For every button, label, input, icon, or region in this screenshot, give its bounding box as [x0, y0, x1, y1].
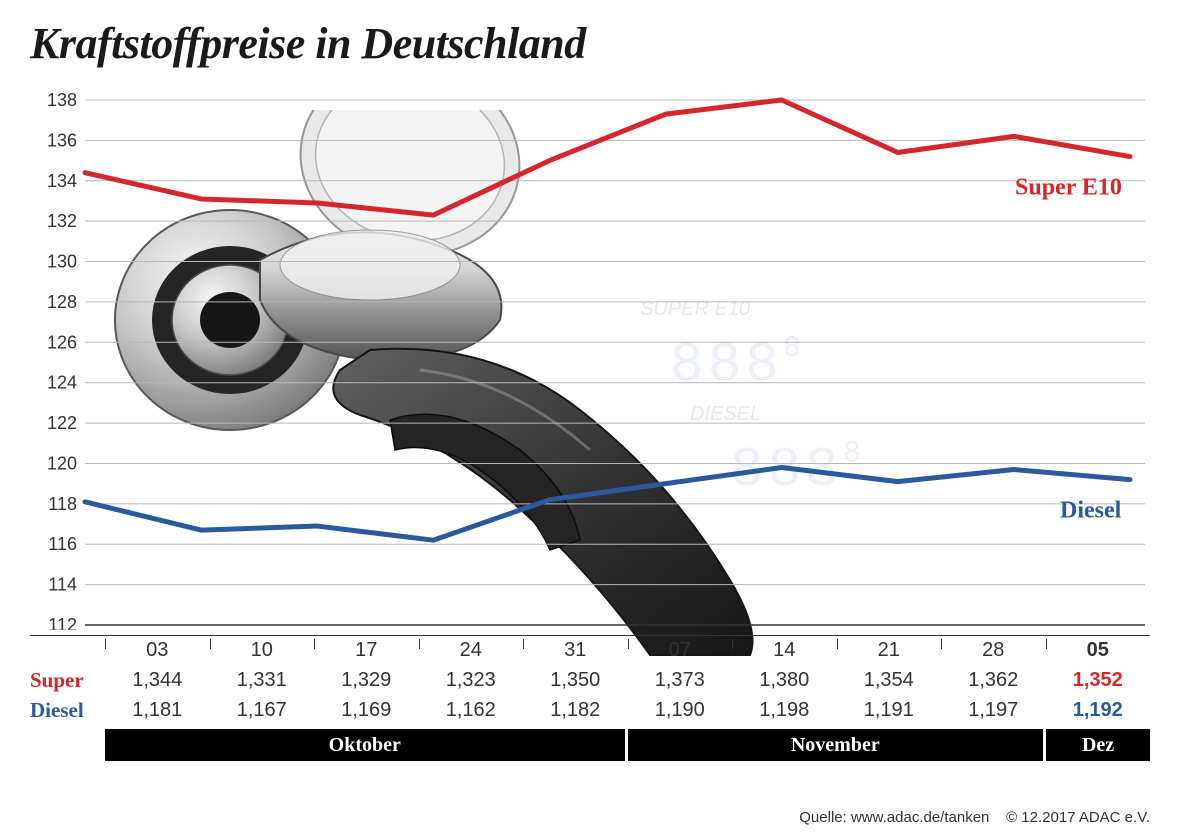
row-label-super: Super	[30, 668, 105, 693]
svg-text:118: 118	[48, 494, 77, 514]
month-bar: OktoberNovemberDez	[30, 729, 1150, 761]
table-super-row: Super 1,3441,3311,3291,3231,3501,3731,38…	[30, 665, 1150, 695]
footer-credits: Quelle: www.adac.de/tanken © 12.2017 ADA…	[799, 809, 1150, 826]
super-value-cell: 1,373	[628, 669, 733, 692]
svg-text:136: 136	[47, 130, 77, 150]
diesel-value-cell: 1,197	[941, 699, 1046, 722]
date-cell: 07	[628, 639, 733, 662]
svg-text:112: 112	[48, 615, 77, 630]
date-cell: 05	[1046, 639, 1151, 662]
super-value-cell: 1,354	[837, 669, 942, 692]
super-value-cell: 1,344	[105, 669, 210, 692]
super-value-cell: 1,331	[210, 669, 315, 692]
chart-lines	[85, 100, 1130, 540]
svg-text:128: 128	[47, 292, 77, 312]
super-value-cell: 1,329	[314, 669, 419, 692]
super-value-cell: 1,352	[1046, 669, 1151, 692]
month-segment: Oktober	[105, 729, 625, 761]
date-cell: 31	[523, 639, 628, 662]
svg-text:122: 122	[47, 413, 77, 433]
svg-text:120: 120	[47, 453, 77, 473]
table-diesel-row: Diesel 1,1811,1671,1691,1621,1821,1901,1…	[30, 695, 1150, 725]
super-value-cell: 1,362	[941, 669, 1046, 692]
diesel-value-cell: 1,182	[523, 699, 628, 722]
date-cell: 21	[837, 639, 942, 662]
diesel-value-cell: 1,198	[732, 699, 837, 722]
month-segment: Dez	[1046, 729, 1150, 761]
date-cell: 24	[419, 639, 524, 662]
series-label-diesel: Diesel	[1060, 498, 1122, 524]
page-title: Kraftstoffpreise in Deutschland	[30, 18, 586, 69]
diesel-value-cell: 1,169	[314, 699, 419, 722]
diesel-value-cell: 1,190	[628, 699, 733, 722]
svg-text:130: 130	[47, 252, 77, 272]
svg-text:8888: 8888	[670, 332, 805, 397]
diesel-value-cell: 1,167	[210, 699, 315, 722]
svg-text:124: 124	[47, 373, 77, 393]
diesel-value-cell: 1,191	[837, 699, 942, 722]
date-cell: 03	[105, 639, 210, 662]
series-label-super: Super E10	[1015, 175, 1122, 201]
svg-text:134: 134	[47, 171, 77, 191]
date-cell: 10	[210, 639, 315, 662]
chart-grid: 112 114 116 118 120 122 124 126 128 130 132 134 136 1…	[47, 90, 1145, 630]
svg-text:114: 114	[48, 575, 77, 595]
date-cell: 28	[941, 639, 1046, 662]
line-chart: SUPER E10 8888 DIESEL 8888 1121141161181…	[30, 90, 1150, 630]
svg-text:DIESEL: DIESEL	[690, 403, 761, 425]
svg-text:116: 116	[48, 534, 77, 554]
month-segment: November	[628, 729, 1044, 761]
table-date-row: 03101724310714212805	[30, 635, 1150, 665]
diesel-value-cell: 1,162	[419, 699, 524, 722]
diesel-value-cell: 1,181	[105, 699, 210, 722]
row-label-diesel: Diesel	[30, 698, 105, 723]
price-table: 03101724310714212805 Super 1,3441,3311,3…	[30, 635, 1150, 761]
svg-text:132: 132	[47, 211, 77, 231]
super-value-cell: 1,323	[419, 669, 524, 692]
svg-text:SUPER E10: SUPER E10	[640, 298, 750, 320]
date-cell: 14	[732, 639, 837, 662]
date-cell: 17	[314, 639, 419, 662]
super-value-cell: 1,380	[732, 669, 837, 692]
diesel-value-cell: 1,192	[1046, 699, 1151, 722]
super-value-cell: 1,350	[523, 669, 628, 692]
svg-text:126: 126	[47, 332, 77, 352]
svg-text:138: 138	[47, 90, 77, 110]
